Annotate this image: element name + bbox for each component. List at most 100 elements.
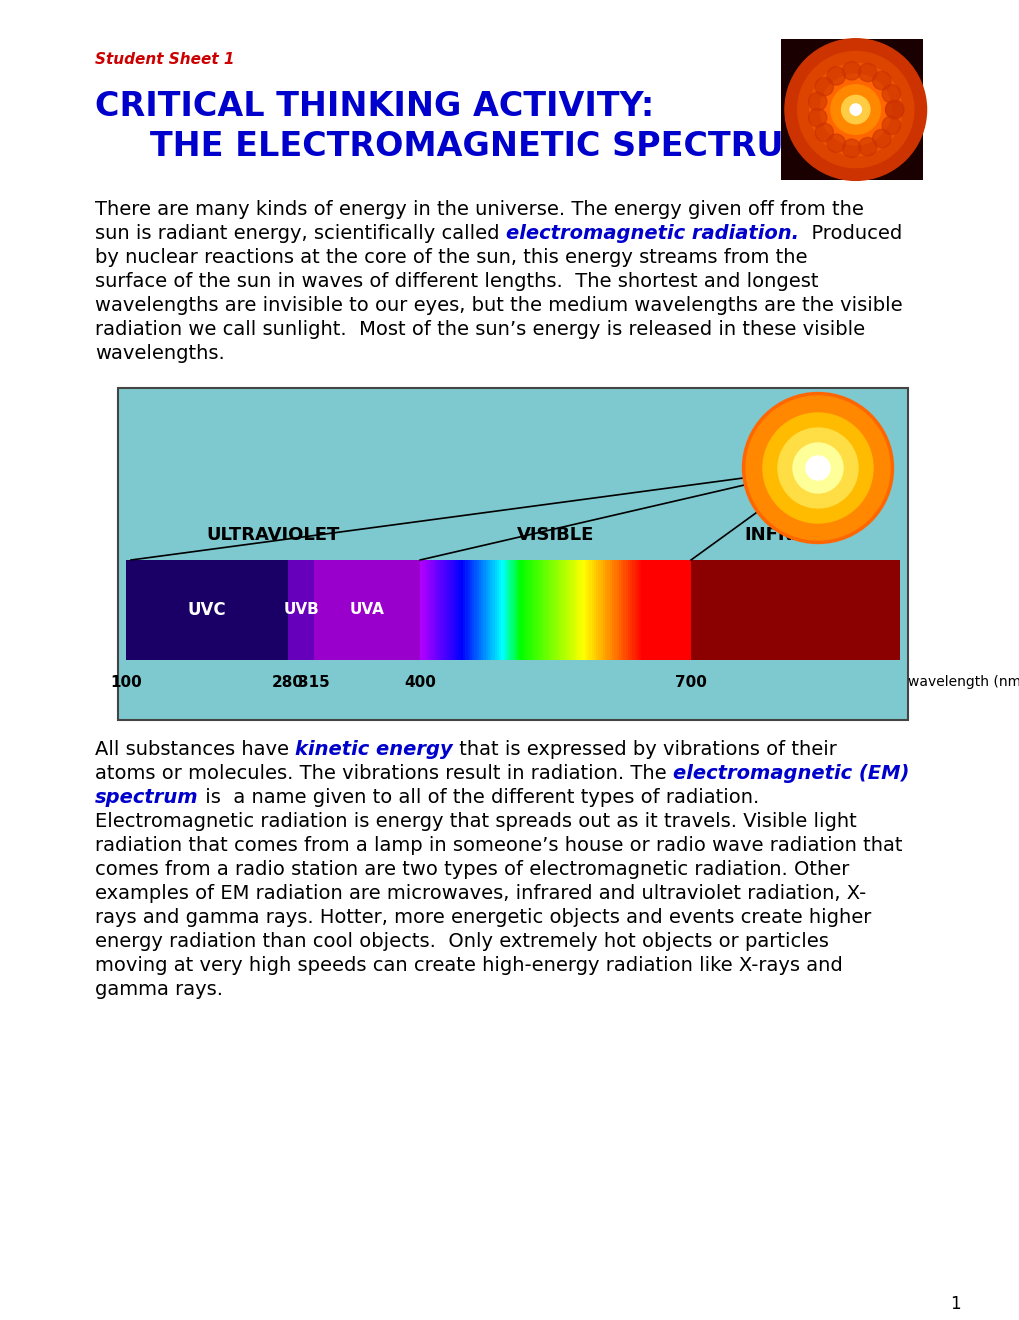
Bar — [517, 560, 520, 660]
Bar — [654, 560, 657, 660]
Circle shape — [809, 63, 901, 156]
Text: energy radiation than cool objects.  Only extremely hot objects or particles: energy radiation than cool objects. Only… — [95, 932, 828, 950]
Bar — [548, 560, 551, 660]
Bar — [476, 560, 479, 660]
Bar — [667, 560, 671, 660]
Circle shape — [858, 137, 876, 156]
Bar — [596, 560, 598, 660]
Text: kinetic energy: kinetic energy — [294, 741, 452, 759]
Text: kinetic energy: kinetic energy — [294, 741, 452, 759]
Circle shape — [871, 129, 891, 148]
Bar — [453, 560, 457, 660]
Text: electromagnetic radiation.: electromagnetic radiation. — [505, 224, 798, 243]
Bar — [641, 560, 643, 660]
Bar — [598, 560, 600, 660]
Bar — [474, 560, 477, 660]
Text: gamma rays.: gamma rays. — [95, 979, 223, 999]
Text: Electromagnetic radiation is energy that spreads out as it travels. Visible ligh: Electromagnetic radiation is energy that… — [95, 812, 856, 832]
Bar — [546, 560, 549, 660]
Bar — [658, 560, 661, 660]
Bar — [459, 560, 461, 660]
Text: 1: 1 — [949, 1295, 959, 1313]
Bar — [489, 560, 492, 660]
Bar — [424, 560, 427, 660]
Circle shape — [797, 51, 913, 168]
Bar — [442, 560, 445, 660]
Text: UVB: UVB — [283, 602, 319, 618]
Bar — [472, 560, 474, 660]
Bar — [467, 560, 470, 660]
Bar — [463, 560, 466, 660]
Bar — [682, 560, 684, 660]
Text: Student Sheet 1: Student Sheet 1 — [95, 51, 234, 67]
Bar — [449, 560, 451, 660]
Text: VISIBLE: VISIBLE — [517, 525, 594, 544]
Text: All substances have: All substances have — [95, 741, 294, 759]
Circle shape — [814, 123, 833, 141]
Bar — [636, 560, 639, 660]
Text: sun is radiant energy, scientifically called: sun is radiant energy, scientifically ca… — [95, 224, 505, 243]
Text: 315: 315 — [299, 675, 330, 690]
Bar — [557, 560, 560, 660]
Bar — [634, 560, 637, 660]
Bar — [602, 560, 605, 660]
Bar — [573, 560, 576, 660]
Bar — [496, 560, 499, 660]
Bar — [679, 560, 682, 660]
Bar — [528, 560, 531, 660]
Bar — [584, 560, 587, 660]
Text: that is expressed by vibrations of their: that is expressed by vibrations of their — [452, 741, 836, 759]
Circle shape — [826, 66, 845, 84]
Circle shape — [849, 104, 861, 115]
Bar — [559, 560, 562, 660]
Bar — [613, 560, 616, 660]
Bar — [521, 560, 524, 660]
Bar — [487, 560, 490, 660]
Circle shape — [871, 71, 891, 90]
Circle shape — [884, 100, 903, 119]
Bar — [621, 560, 624, 660]
Bar — [565, 560, 567, 660]
Bar — [552, 560, 555, 660]
Bar — [593, 560, 596, 660]
Text: is  a name given to all of the different types of radiation.: is a name given to all of the different … — [199, 788, 758, 807]
Bar — [656, 560, 659, 660]
Bar — [507, 560, 511, 660]
Circle shape — [881, 84, 900, 103]
Circle shape — [819, 74, 891, 145]
Bar — [661, 560, 663, 660]
Bar — [461, 560, 463, 660]
Bar — [446, 560, 449, 660]
Text: 700: 700 — [675, 675, 706, 690]
Circle shape — [842, 62, 860, 81]
Text: spectrum: spectrum — [95, 788, 199, 807]
Bar — [505, 560, 508, 660]
Bar — [600, 560, 603, 660]
Text: 400: 400 — [404, 675, 436, 690]
Text: ULTRAVIOLET: ULTRAVIOLET — [206, 525, 339, 544]
Text: THE ELECTROMAGNETIC SPECTRUM: THE ELECTROMAGNETIC SPECTRUM — [150, 129, 816, 162]
Circle shape — [745, 396, 890, 540]
Bar — [541, 560, 544, 660]
Circle shape — [881, 116, 900, 135]
Bar — [569, 560, 572, 660]
Bar — [524, 560, 526, 660]
Circle shape — [884, 100, 903, 119]
Bar — [615, 560, 619, 660]
Bar — [627, 560, 630, 660]
Bar — [503, 560, 505, 660]
Bar — [433, 560, 436, 660]
Bar — [539, 560, 542, 660]
Bar — [510, 560, 513, 660]
Circle shape — [826, 135, 845, 153]
Bar — [483, 560, 486, 660]
Bar — [580, 560, 583, 660]
Text: 280: 280 — [271, 675, 304, 690]
Bar — [571, 560, 574, 660]
Text: All substances have: All substances have — [95, 741, 294, 759]
Text: sun is radiant energy, scientifically called: sun is radiant energy, scientifically ca… — [95, 224, 505, 243]
Bar — [609, 560, 611, 660]
Circle shape — [777, 428, 857, 508]
Bar — [422, 560, 425, 660]
Bar — [494, 560, 497, 660]
